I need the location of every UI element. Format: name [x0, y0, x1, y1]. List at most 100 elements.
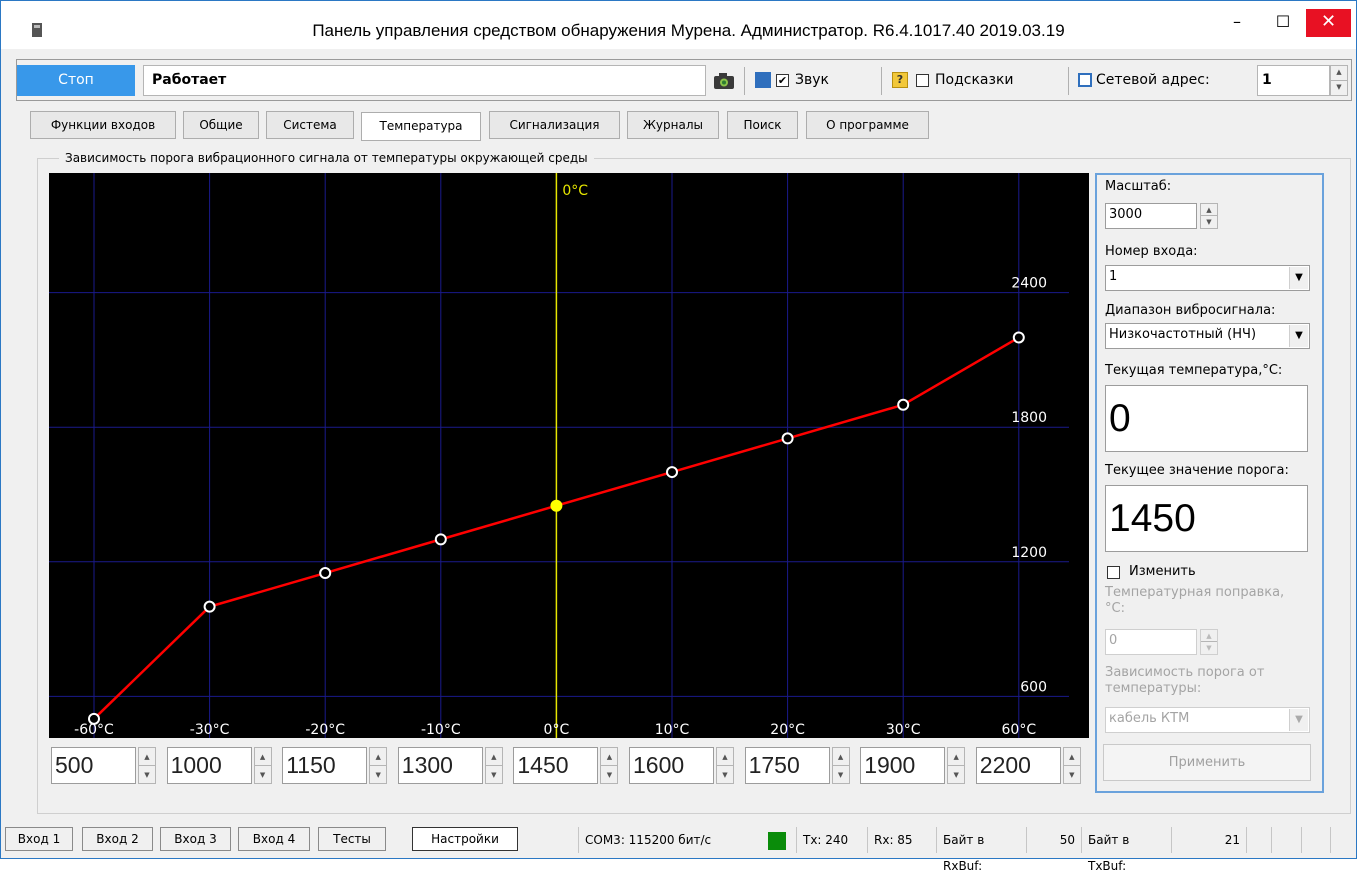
spin-up-icon[interactable]: ▲	[485, 748, 502, 766]
sound-icon	[755, 72, 771, 88]
spin-down-icon[interactable]: ▼	[1206, 218, 1212, 226]
spin-up-icon[interactable]: ▲	[1201, 204, 1217, 216]
tab-settings[interactable]: Настройки	[412, 827, 518, 851]
threshold-input[interactable]: 1600	[629, 747, 714, 784]
tab-input-1[interactable]: Вход 1	[5, 827, 73, 851]
threshold-input[interactable]: 1450	[513, 747, 599, 784]
threshold-spinner[interactable]: ▲ ▼	[253, 747, 272, 784]
spin-up-icon[interactable]: ▲	[832, 748, 849, 766]
threshold-input[interactable]: 1300	[397, 747, 483, 784]
tab-input-functions[interactable]: Функции входов	[30, 111, 176, 139]
vibro-range-label: Диапазон вибросигнала:	[1105, 303, 1276, 318]
spin-up-icon[interactable]: ▲	[717, 748, 733, 766]
spin-down-icon[interactable]: ▼	[491, 770, 497, 779]
network-address-spinner[interactable]: ▲ ▼	[1330, 65, 1348, 96]
spin-down-icon[interactable]: ▼	[144, 770, 150, 779]
threshold-spinner[interactable]: ▲ ▼	[947, 747, 966, 784]
scale-input[interactable]: 3000	[1105, 203, 1197, 229]
x-tick-label: 10°C	[655, 722, 690, 738]
tab-system[interactable]: Система	[266, 111, 354, 139]
spin-down-icon[interactable]: ▼	[375, 770, 381, 779]
sound-checkbox[interactable]: ✔	[776, 74, 789, 87]
threshold-spinner[interactable]: ▲ ▼	[369, 747, 388, 784]
tab-logs[interactable]: Журналы	[627, 111, 719, 139]
device-status-field: Работает	[143, 65, 706, 96]
tab-tests[interactable]: Тесты	[318, 827, 386, 851]
txbuf-value: 21	[1171, 827, 1246, 853]
status-cell	[1271, 827, 1301, 853]
correction-input[interactable]: 0	[1105, 629, 1197, 655]
spin-down-icon[interactable]: ▼	[259, 770, 266, 779]
apply-button[interactable]: Применить	[1103, 744, 1311, 781]
input-number-select[interactable]: 1 ▼	[1105, 265, 1310, 291]
hints-checkbox[interactable]	[916, 74, 929, 87]
y-tick-label: 1800	[1011, 410, 1047, 426]
data-point	[781, 432, 794, 445]
threshold-input[interactable]: 1000	[166, 747, 252, 784]
tab-input-3[interactable]: Вход 3	[160, 827, 231, 851]
spin-up-icon[interactable]: ▲	[1063, 748, 1080, 766]
chevron-down-icon[interactable]: ▼	[1289, 709, 1308, 731]
status-cell	[1246, 827, 1271, 853]
spin-down-icon[interactable]: ▼	[1206, 644, 1212, 652]
spin-up-icon[interactable]: ▲	[948, 748, 965, 766]
spin-down-icon[interactable]: ▼	[953, 770, 959, 779]
tab-about[interactable]: О программе	[806, 111, 929, 139]
spin-up-icon[interactable]: ▲	[1331, 66, 1347, 81]
minimize-button[interactable]: –	[1233, 12, 1241, 31]
spin-down-icon[interactable]: ▼	[1069, 770, 1075, 779]
change-checkbox[interactable]	[1107, 566, 1120, 579]
dependency-label: Зависимость порога от температуры:	[1105, 665, 1265, 696]
camera-icon[interactable]	[710, 67, 738, 95]
threshold-input[interactable]: 1750	[744, 747, 830, 784]
threshold-spinner[interactable]: ▲ ▼	[138, 747, 156, 784]
threshold-input[interactable]: 1150	[282, 747, 368, 784]
threshold-spinner[interactable]: ▲ ▼	[484, 747, 503, 784]
tab-search[interactable]: Поиск	[727, 111, 798, 139]
spin-up-icon[interactable]: ▲	[254, 748, 271, 766]
threshold-input[interactable]: 2200	[975, 747, 1061, 784]
maximize-button[interactable]: ☐	[1275, 12, 1291, 31]
data-point	[88, 712, 100, 725]
x-tick-label: 60°C	[1002, 722, 1037, 738]
close-button[interactable]: ✕	[1306, 9, 1351, 37]
spin-up-icon[interactable]: ▲	[1201, 630, 1217, 642]
temperature-dependency-group	[37, 158, 1351, 814]
data-point-selected	[550, 499, 563, 512]
spin-down-icon[interactable]: ▼	[837, 770, 844, 779]
spin-down-icon[interactable]: ▼	[606, 770, 613, 779]
spin-up-icon[interactable]: ▲	[139, 748, 155, 766]
tab-alarm[interactable]: Сигнализация	[489, 111, 620, 139]
spin-up-icon[interactable]: ▲	[601, 748, 618, 766]
group-title: Зависимость порога вибрационного сигнала…	[59, 151, 594, 165]
scale-spinner[interactable]: ▲ ▼	[1200, 203, 1218, 229]
threshold-input[interactable]: 500	[51, 747, 136, 784]
threshold-spinner[interactable]: ▲ ▼	[600, 747, 619, 784]
port-status: COM3: 115200 бит/с	[578, 827, 758, 853]
vibro-range-select[interactable]: Низкочастотный (НЧ) ▼	[1105, 323, 1310, 349]
dependency-select[interactable]: кабель КТМ ▼	[1105, 707, 1310, 733]
spin-down-icon[interactable]: ▼	[1336, 82, 1342, 91]
threshold-temperature-chart[interactable]: 600 1200 1800 2400 0°C -60°C -30°C -20°C -10°C 0°…	[49, 173, 1089, 738]
chevron-down-icon[interactable]: ▼	[1289, 267, 1308, 289]
tab-input-2[interactable]: Вход 2	[82, 827, 153, 851]
help-icon: ?	[892, 72, 908, 88]
tab-input-4[interactable]: Вход 4	[238, 827, 310, 851]
threshold-spinner[interactable]: ▲ ▼	[1062, 747, 1081, 784]
spin-up-icon[interactable]: ▲	[370, 748, 387, 766]
tab-general[interactable]: Общие	[183, 111, 259, 139]
chevron-down-icon[interactable]: ▼	[1289, 325, 1308, 347]
threshold-spinner[interactable]: ▲ ▼	[831, 747, 850, 784]
stop-button[interactable]: Стоп	[17, 65, 135, 96]
x-tick-label: -60°C	[74, 722, 114, 738]
correction-spinner[interactable]: ▲ ▼	[1200, 629, 1218, 655]
tab-temperature[interactable]: Температура	[361, 112, 481, 141]
rxbuf-label: Байт в RxBuf:	[936, 827, 1026, 873]
threshold-input[interactable]: 1900	[860, 747, 946, 784]
spin-down-icon[interactable]: ▼	[722, 770, 728, 779]
network-address-input[interactable]: 1	[1257, 65, 1330, 96]
data-point	[434, 533, 447, 546]
app-icon	[32, 23, 42, 37]
threshold-spinner[interactable]: ▲ ▼	[716, 747, 734, 784]
current-threshold-label: Текущее значение порога:	[1105, 463, 1289, 478]
